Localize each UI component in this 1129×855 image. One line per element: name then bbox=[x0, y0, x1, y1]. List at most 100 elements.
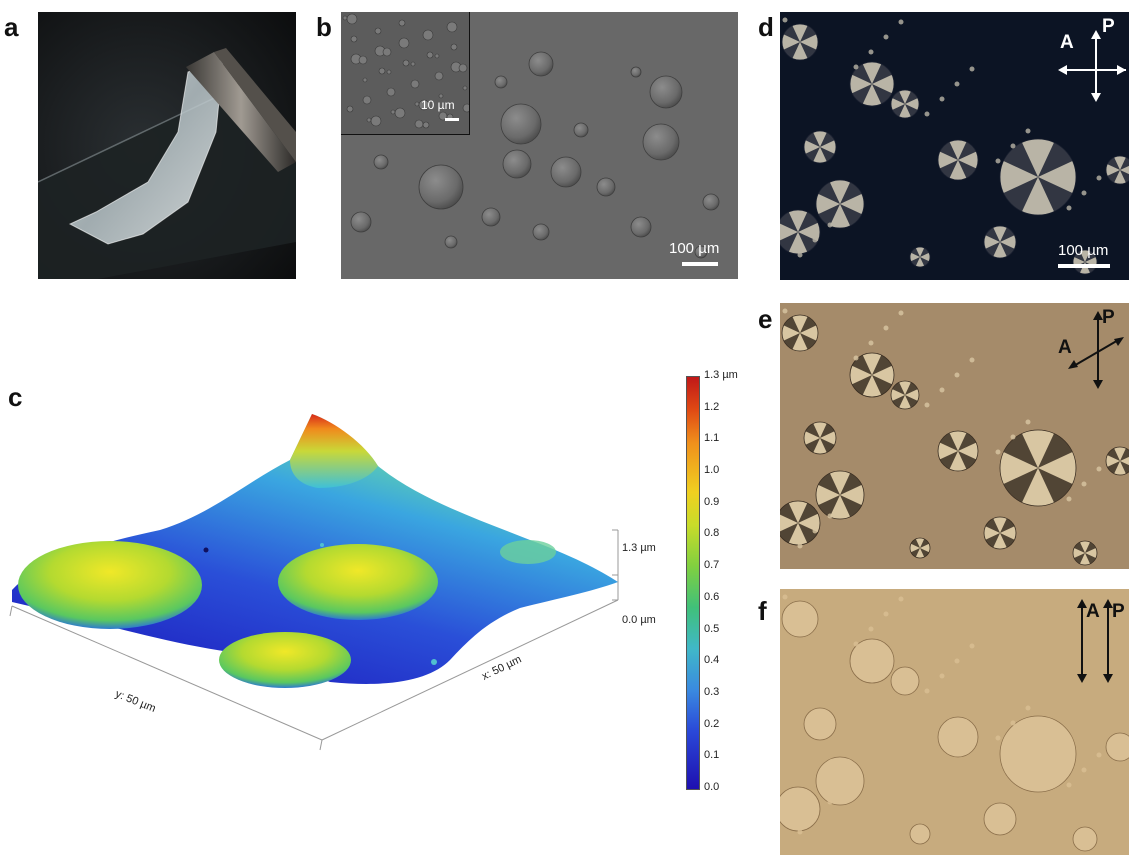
colorbar-tick-label: 0.3 bbox=[704, 685, 720, 698]
inset-droplet bbox=[374, 27, 382, 35]
spherulite bbox=[849, 61, 895, 107]
small-crystallite bbox=[1096, 752, 1102, 758]
droplet bbox=[596, 177, 616, 197]
inset-droplet bbox=[370, 115, 382, 127]
colorbar bbox=[686, 376, 700, 790]
colorbar-tick-label: 0.2 bbox=[704, 717, 720, 730]
small-crystallite bbox=[924, 402, 930, 408]
small-crystallite bbox=[868, 49, 874, 55]
inset-droplet bbox=[450, 43, 458, 51]
colorbar-tick-label: 0.8 bbox=[704, 527, 720, 540]
inset-droplet bbox=[434, 53, 440, 59]
small-crystallite bbox=[1081, 767, 1087, 773]
small-crystallite bbox=[1010, 434, 1016, 440]
spherulite bbox=[999, 138, 1077, 216]
z-axis-bottom-label: 0.0 µm bbox=[622, 614, 656, 626]
colorbar-tick-label: 0.7 bbox=[704, 559, 720, 572]
small-crystallite bbox=[939, 387, 945, 393]
spherulite bbox=[983, 802, 1017, 836]
inset-droplet bbox=[422, 29, 434, 41]
small-crystallite bbox=[898, 19, 904, 25]
spherulite bbox=[815, 756, 865, 806]
inset-droplet bbox=[462, 103, 469, 113]
panel-label-b: b bbox=[316, 12, 332, 42]
spherulite bbox=[890, 380, 920, 410]
inset-droplet bbox=[366, 117, 372, 123]
small-crystallite bbox=[1010, 720, 1016, 726]
inset-droplet bbox=[418, 99, 430, 111]
colorbar-tick-label: 0.6 bbox=[704, 590, 720, 603]
droplet bbox=[494, 75, 508, 89]
inset-droplet bbox=[390, 109, 396, 115]
colorbar-tick-label: 0.9 bbox=[704, 495, 720, 508]
droplet bbox=[444, 235, 458, 249]
spherulite bbox=[909, 246, 931, 268]
panel-d-polarizer-arrows-icon bbox=[1058, 30, 1126, 102]
small-crystallite bbox=[1096, 466, 1102, 472]
small-crystallite bbox=[797, 252, 803, 258]
inset-droplet bbox=[414, 119, 424, 129]
inset-droplet bbox=[414, 101, 420, 107]
inset-droplet bbox=[378, 67, 386, 75]
panel-f-analyzer-label: A bbox=[1086, 601, 1100, 622]
droplet bbox=[573, 122, 589, 138]
small-crystallite bbox=[995, 449, 1001, 455]
small-crystallite bbox=[969, 357, 975, 363]
panel-b-scale-bar bbox=[682, 262, 718, 266]
spherulite bbox=[1072, 540, 1098, 566]
small-crystallite bbox=[827, 513, 833, 519]
colorbar-tick-label: 0.4 bbox=[704, 654, 720, 667]
spherulite bbox=[890, 666, 920, 696]
inset-droplet bbox=[398, 37, 410, 49]
panel-d-scale-bar bbox=[1058, 264, 1110, 268]
colorbar-tick-label: 1.3 µm bbox=[704, 369, 738, 381]
small-crystallite bbox=[954, 81, 960, 87]
inset-droplet bbox=[462, 85, 468, 91]
small-crystallite bbox=[924, 688, 930, 694]
droplet bbox=[500, 103, 542, 145]
small-crystallite bbox=[1025, 128, 1031, 134]
spherulite bbox=[849, 352, 895, 398]
small-crystallite bbox=[954, 658, 960, 664]
spherulite bbox=[803, 130, 837, 164]
spherulite bbox=[909, 537, 931, 559]
small-crystallite bbox=[883, 34, 889, 40]
spherulite bbox=[780, 209, 821, 255]
droplet bbox=[694, 245, 708, 259]
small-crystallite bbox=[812, 814, 818, 820]
spherulite bbox=[781, 314, 819, 352]
inset-droplet bbox=[426, 51, 434, 59]
small-crystallite bbox=[853, 641, 859, 647]
colorbar-tick-label: 0.0 bbox=[704, 781, 720, 793]
droplet bbox=[502, 149, 532, 179]
panel-b-inset: 10 µm bbox=[341, 12, 470, 135]
small-crystallite bbox=[827, 222, 833, 228]
panel-e-polarizer-arrows-icon bbox=[1068, 311, 1124, 389]
panel-b-scale-label: 100 µm bbox=[669, 240, 720, 257]
small-crystallite bbox=[1066, 782, 1072, 788]
droplet bbox=[630, 66, 642, 78]
panel-e-analyzer-label: A bbox=[1058, 337, 1072, 358]
panel-a-photo bbox=[38, 12, 296, 279]
spherulite bbox=[937, 430, 979, 472]
inset-droplet bbox=[386, 87, 396, 97]
colorbar-tick-label: 0.5 bbox=[704, 622, 720, 635]
colorbar-tick-label: 1.1 bbox=[704, 432, 720, 445]
small-crystallite bbox=[883, 611, 889, 617]
colorbar-tick-label: 1.0 bbox=[704, 464, 720, 477]
spherulite bbox=[909, 823, 931, 845]
panel-d-micrograph: A P 100 µm bbox=[780, 12, 1129, 280]
small-crystallite bbox=[939, 96, 945, 102]
small-crystallite bbox=[853, 355, 859, 361]
small-crystallite bbox=[1081, 190, 1087, 196]
panel-e-micrograph: A P bbox=[780, 303, 1129, 569]
spherulite bbox=[803, 707, 837, 741]
inset-droplet bbox=[342, 15, 348, 21]
colorbar-tick-label: 1.2 bbox=[704, 400, 720, 413]
spherulite bbox=[937, 716, 979, 758]
droplet bbox=[702, 193, 720, 211]
droplet bbox=[550, 156, 582, 188]
panel-label-c: c bbox=[8, 382, 23, 412]
small-crystallite bbox=[782, 308, 788, 314]
small-crystallite bbox=[939, 673, 945, 679]
